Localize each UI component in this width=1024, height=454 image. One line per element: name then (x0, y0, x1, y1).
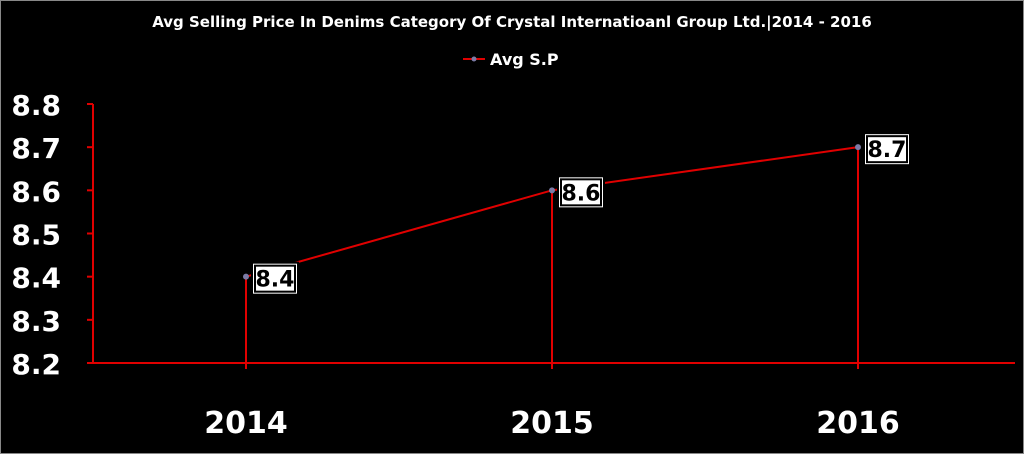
legend: Avg S.P (463, 50, 559, 69)
data-labels: 8.4 8.6 8.7 (251, 132, 911, 296)
y-ticks: 8.8 8.7 8.6 8.5 8.4 8.3 8.2 (11, 89, 93, 381)
x-tick-label-2015: 2015 (510, 406, 594, 441)
data-label-2014: 8.4 (256, 268, 295, 293)
x-ticks: 2014 2015 2016 (204, 363, 900, 441)
y-tick-label: 8.4 (11, 262, 61, 295)
data-label-box (863, 132, 911, 167)
data-label-inner-border (560, 178, 602, 207)
data-point-2015 (549, 187, 555, 194)
chart-title: Avg Selling Price In Denims Category Of … (152, 13, 872, 32)
data-label-inner-border (866, 135, 908, 164)
drop-lines (245, 147, 859, 363)
y-tick-label: 8.5 (11, 219, 61, 252)
data-label-2016: 8.7 (868, 138, 907, 163)
y-tick-label: 8.6 (11, 175, 61, 208)
y-tick-label: 8.3 (11, 305, 61, 338)
y-tick-label: 8.2 (11, 348, 61, 381)
data-label-box (251, 261, 299, 296)
data-label-box (557, 175, 605, 210)
y-tick-label: 8.8 (11, 89, 61, 122)
x-tick-label-2016: 2016 (816, 406, 900, 441)
x-tick-label-2014: 2014 (204, 406, 288, 441)
data-label-2015: 8.6 (562, 181, 601, 206)
data-label-inner-border (254, 264, 296, 293)
legend-marker-sample (471, 56, 477, 62)
y-tick-label: 8.7 (11, 132, 61, 165)
data-point-2016 (855, 144, 861, 151)
legend-label: Avg S.P (490, 50, 559, 69)
data-point-2014 (243, 273, 249, 280)
series-avg-sp (243, 144, 861, 280)
